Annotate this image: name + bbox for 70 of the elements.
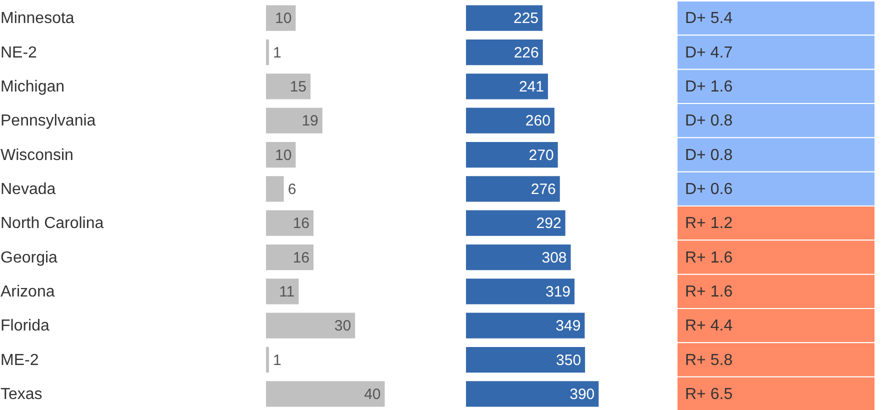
bar (466, 346, 586, 373)
text: R+ 6.5 (685, 386, 733, 403)
data-label: 10 (275, 10, 292, 28)
y-tick-label: Minnesota (0, 10, 74, 28)
data-label: 260 (525, 112, 550, 130)
data-label: 390 (570, 386, 595, 403)
text: R+ 1.2 (685, 215, 733, 232)
data-label: 225 (514, 10, 539, 28)
text: R+ 4.4 (685, 318, 733, 335)
y-tick-label: Georgia (0, 249, 58, 266)
bar (266, 39, 269, 66)
bar (466, 244, 571, 270)
data-label: 16 (292, 249, 310, 266)
bar (266, 244, 314, 270)
text: D+ 4.7 (685, 44, 733, 62)
data-label: 30 (334, 318, 352, 335)
text: R+ 1.6 (685, 249, 733, 266)
data-label: 19 (302, 112, 318, 130)
data-label: 308 (542, 249, 567, 266)
y-tick-label: Michigan (0, 78, 65, 96)
data-label: 40 (364, 386, 381, 403)
bar (466, 74, 548, 100)
bar (466, 381, 599, 407)
data-label: 276 (530, 180, 556, 198)
y-tick-label: Pennsylvania (0, 112, 96, 130)
bar (266, 74, 311, 100)
bar (266, 108, 322, 134)
data-label: 292 (536, 215, 562, 232)
text: D+ 0.8 (685, 146, 733, 164)
bar (466, 176, 560, 202)
text: D+ 1.6 (685, 78, 733, 96)
bar (466, 108, 554, 134)
data-label: 270 (528, 146, 554, 164)
data-label: 6 (288, 180, 296, 198)
text: D+ 5.4 (685, 10, 733, 28)
text: D+ 0.8 (685, 112, 733, 130)
data-label: 350 (556, 352, 582, 369)
data-label: 1 (272, 44, 282, 62)
y-tick-label: Florida (0, 318, 50, 335)
y-tick-label: Texas (0, 386, 42, 403)
y-tick-label: ME-2 (0, 352, 39, 369)
bar (266, 210, 314, 236)
text: R+ 1.6 (685, 283, 733, 300)
bar (266, 381, 385, 407)
data-label: 349 (556, 318, 581, 335)
text: D+ 0.6 (685, 180, 733, 198)
data-label: 319 (545, 283, 571, 300)
data-label: 15 (290, 78, 307, 96)
bar (466, 312, 585, 338)
bar (466, 278, 575, 304)
y-tick-label: NE-2 (0, 44, 38, 62)
y-tick-label: North Carolina (0, 215, 104, 232)
y-tick-label: Arizona (0, 283, 55, 300)
data-label: 16 (292, 215, 310, 232)
text: R+ 5.8 (685, 352, 733, 369)
bar (466, 142, 558, 168)
bar (266, 176, 284, 202)
bar (266, 346, 269, 373)
bar (266, 312, 356, 338)
data-label: 226 (514, 44, 539, 62)
data-label: 10 (275, 146, 292, 164)
bar (466, 39, 543, 66)
y-tick-label: Nevada (0, 180, 56, 198)
data-label: 241 (518, 78, 544, 96)
bar (266, 278, 299, 304)
data-label: 1 (272, 352, 282, 369)
y-tick-label: Wisconsin (0, 146, 74, 164)
data-label: 11 (279, 283, 295, 300)
bar (466, 5, 543, 31)
bar (466, 210, 566, 236)
